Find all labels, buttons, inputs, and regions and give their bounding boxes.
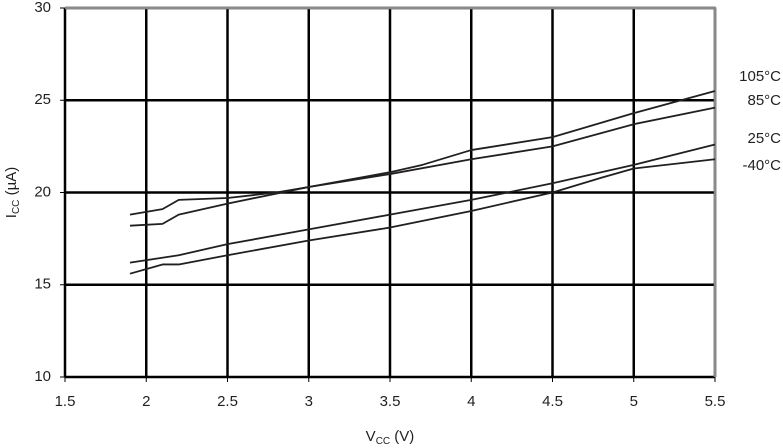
series-line (129, 90, 716, 216)
x-tick-label: 5.5 (705, 393, 726, 410)
series-line (129, 106, 716, 227)
y-tick-label: 10 (34, 368, 51, 385)
y-tick-label: 30 (34, 0, 51, 16)
series-label: 25°C (747, 130, 781, 147)
series-line (129, 143, 716, 264)
y-axis-label: ICC (µA) (3, 167, 22, 218)
x-axis-label-main: V (366, 428, 376, 445)
x-tick-label: 1.5 (55, 393, 76, 410)
y-axis-label-rest: (µA) (3, 167, 20, 200)
x-axis-label-sub: CC (376, 436, 390, 447)
x-tick-label: 5 (630, 393, 638, 410)
y-tick-label: 20 (34, 183, 51, 200)
x-tick-label: 3.5 (380, 393, 401, 410)
x-axis-label-rest: (V) (390, 428, 414, 445)
series-label: 85°C (747, 92, 781, 109)
y-axis-label-main: I (3, 214, 20, 218)
series-line (129, 158, 716, 275)
plot-frame (65, 6, 717, 377)
x-tick-label: 3 (305, 393, 313, 410)
y-axis-label-sub: CC (11, 200, 22, 214)
series-label: 105°C (739, 68, 781, 85)
x-axis-label: VCC (V) (366, 428, 415, 447)
y-tick-label: 25 (34, 91, 51, 108)
x-tick-label: 2 (142, 393, 150, 410)
series-label: -40°C (742, 157, 781, 174)
x-tick-label: 4.5 (542, 393, 563, 410)
x-tick-label: 4 (467, 393, 475, 410)
x-tick-label: 2.5 (217, 393, 238, 410)
y-tick-label: 15 (34, 276, 51, 293)
